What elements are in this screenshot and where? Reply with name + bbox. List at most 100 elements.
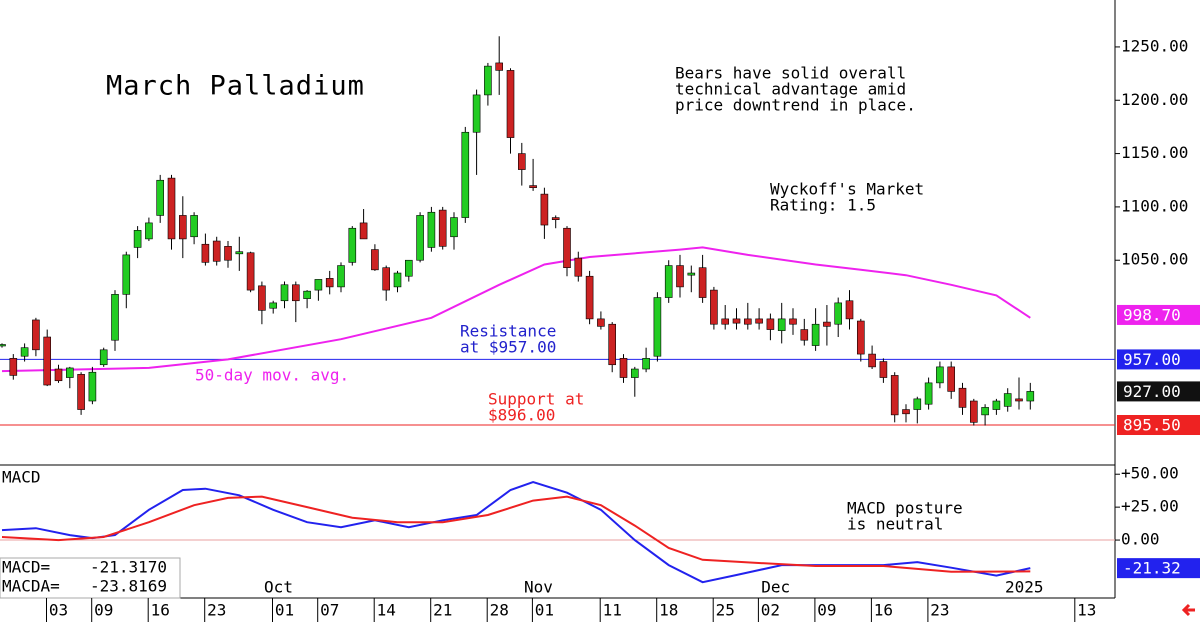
candle-body [924, 382, 933, 405]
x-tick-label: 02 [761, 601, 780, 620]
candle-body [54, 368, 63, 382]
candle-body [1015, 398, 1023, 402]
candle-body [936, 366, 944, 384]
candle-body [608, 323, 617, 366]
x-tick-label: 09 [94, 601, 113, 620]
candle-body [879, 361, 888, 378]
candle-body [190, 215, 198, 238]
candle-body [517, 153, 526, 170]
candle-body [506, 70, 515, 138]
month-label: Dec [761, 578, 790, 597]
x-tick-label: 28 [490, 601, 509, 620]
candle-body [145, 222, 153, 240]
candle-body [9, 358, 18, 376]
readout-label: MACD= [2, 558, 50, 577]
candle-body [642, 358, 650, 370]
readout-value: -21.3170 [90, 558, 167, 577]
candle-body [676, 265, 684, 288]
candle-body [755, 318, 763, 324]
y-tick-label: 1250.00 [1121, 36, 1188, 55]
x-tick-label: 21 [433, 601, 452, 620]
candle-body [348, 227, 357, 263]
candle-body [246, 252, 255, 291]
price-box-label: 895.50 [1123, 416, 1181, 435]
candle-body [890, 375, 899, 416]
price-box [1117, 304, 1200, 325]
candle-body [212, 240, 221, 262]
candle-body [1003, 393, 1012, 407]
x-tick-label: 25 [716, 601, 735, 620]
candle-body [597, 318, 605, 327]
candle-body [303, 290, 311, 299]
candle-body [777, 318, 786, 331]
y-tick-label: +25.00 [1121, 497, 1179, 516]
x-tick-label: 16 [151, 601, 170, 620]
candle-body [235, 251, 244, 255]
candle-body [472, 94, 481, 133]
candle-body [834, 302, 843, 325]
candle-body [99, 349, 108, 366]
x-tick-label: 16 [874, 601, 893, 620]
candle-body [585, 275, 594, 320]
readout-box [0, 557, 181, 599]
month-label: Nov [524, 578, 553, 597]
candle-body [111, 294, 119, 341]
candle-body [359, 222, 368, 240]
macd-box-label: -21.32 [1123, 559, 1181, 578]
candle-body [766, 318, 775, 330]
macd-title: MACD [2, 468, 41, 487]
candle-body [868, 353, 876, 368]
candle-body [88, 371, 97, 402]
annotation: 50-day mov. avg. [195, 366, 349, 385]
candle-body [461, 131, 470, 218]
candle-body [167, 177, 176, 240]
candle-body [77, 374, 85, 410]
candle-body [269, 302, 278, 309]
candle-body [698, 267, 707, 298]
y-tick-label: 1100.00 [1121, 196, 1188, 215]
candle-body [258, 285, 266, 311]
candle-body [291, 284, 300, 302]
y-tick-label: +50.00 [1121, 464, 1179, 483]
candle-body [371, 249, 379, 271]
x-tick-label: 01 [275, 601, 294, 620]
candle-body [156, 179, 164, 216]
y-tick-label: 0.00 [1121, 530, 1160, 549]
candle-body [789, 318, 797, 325]
candle-body [20, 347, 29, 357]
candle-body [811, 323, 820, 346]
candle-body [687, 272, 696, 276]
candle-body [133, 230, 142, 248]
candle-body [438, 209, 447, 247]
candle-body [393, 272, 402, 288]
annotation: Support at [488, 390, 584, 409]
annotation: Bears have solid overall [675, 64, 906, 83]
candle-body [823, 321, 831, 327]
readout-label: MACDA= [2, 577, 60, 596]
candle-body [721, 318, 730, 325]
candle-body [314, 279, 323, 291]
month-label: 2025 [1005, 578, 1044, 597]
candle-body [619, 358, 628, 378]
candle-body [743, 318, 752, 325]
candle-body [450, 217, 458, 238]
candle-body [66, 367, 74, 378]
x-tick-label: 23 [207, 601, 226, 620]
moving-average [1, 246, 1031, 373]
readout-value: -23.8169 [90, 577, 167, 596]
chart-title: March Palladium [106, 71, 365, 102]
x-tick-label: 01 [535, 601, 554, 620]
scroll-arrow[interactable] [1181, 603, 1195, 617]
candle-body [427, 211, 436, 248]
candle-body [0, 344, 6, 347]
candle-body [416, 215, 424, 261]
candle-body [732, 318, 741, 324]
candle-body [122, 254, 131, 295]
candle-body [947, 366, 956, 392]
y-tick-label: 1200.00 [1121, 90, 1188, 109]
x-tick-label: 09 [817, 601, 836, 620]
candle-body [529, 185, 537, 189]
x-tick-label: 23 [930, 601, 949, 620]
candle-body [981, 407, 989, 416]
price-box-label: 998.70 [1123, 305, 1181, 324]
